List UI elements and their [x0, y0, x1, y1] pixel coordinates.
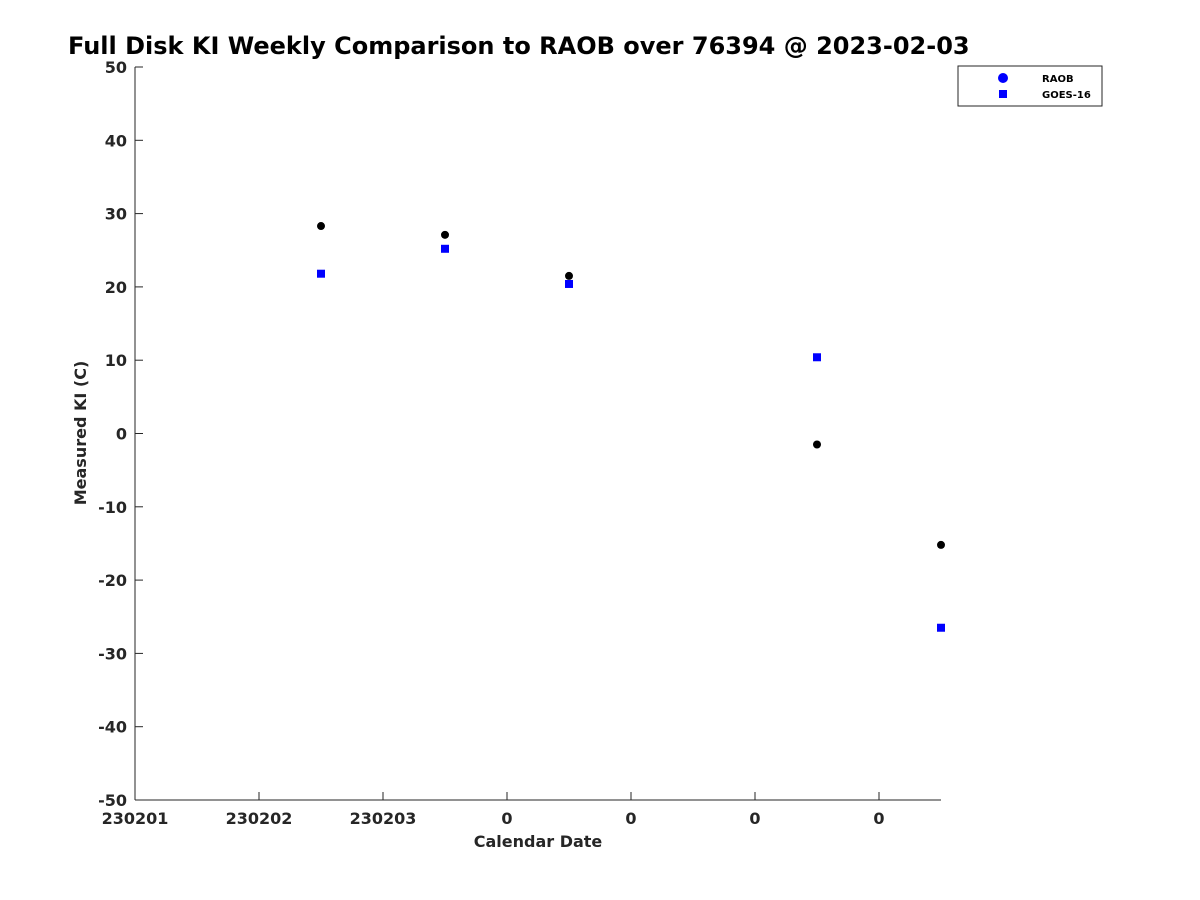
x-tick-label: 0 [749, 809, 760, 828]
legend-box [957, 65, 1103, 107]
goes-16-point [937, 623, 945, 632]
x-tick-label: 0 [501, 809, 512, 828]
y-tick-label: 30 [105, 205, 127, 224]
chart-title: Full Disk KI Weekly Comparison to RAOB o… [68, 32, 970, 60]
data-points [317, 222, 945, 632]
raob-point [441, 230, 449, 239]
goes-16-point [317, 269, 325, 278]
x-tick-label: 0 [873, 809, 884, 828]
y-tick-label: 50 [105, 58, 127, 77]
x-tick-label: 230202 [226, 809, 293, 828]
y-ticks: 50 40 30 20 10 0 -10 -20 -30 -40 -50 [98, 58, 143, 810]
y-tick-label: 20 [105, 278, 127, 297]
y-tick-label: -40 [98, 718, 127, 737]
y-tick-label: -50 [98, 791, 127, 810]
raob-point [565, 271, 573, 280]
y-tick-label: 10 [105, 351, 127, 370]
legend-goes-16-marker [999, 90, 1007, 98]
x-tick-label: 230201 [102, 809, 169, 828]
x-axis-label: Calendar Date [474, 832, 603, 851]
axes [134, 67, 941, 801]
x-ticks: 230201 230202 230203 0 0 0 0 [102, 792, 885, 828]
raob-point [317, 222, 325, 231]
legend-raob-label: RAOB [1042, 74, 1074, 85]
x-tick-label: 0 [625, 809, 636, 828]
legend-goes-16-label: GOES-16 [1042, 90, 1091, 101]
goes-16-point [813, 353, 821, 362]
y-tick-label: 40 [105, 131, 127, 150]
y-axis-label: Measured KI (C) [71, 361, 90, 506]
raob-point [813, 440, 821, 449]
goes-16-point [565, 279, 573, 288]
goes-16-point [441, 244, 449, 253]
raob-point [937, 540, 945, 549]
x-tick-label: 230203 [350, 809, 417, 828]
y-tick-label: -30 [98, 644, 127, 663]
y-tick-label: -10 [98, 498, 127, 517]
legend: RAOB GOES-16 [957, 65, 1103, 107]
y-tick-label: 0 [116, 425, 127, 444]
y-tick-label: -20 [98, 571, 127, 590]
legend-raob-marker [998, 73, 1008, 83]
